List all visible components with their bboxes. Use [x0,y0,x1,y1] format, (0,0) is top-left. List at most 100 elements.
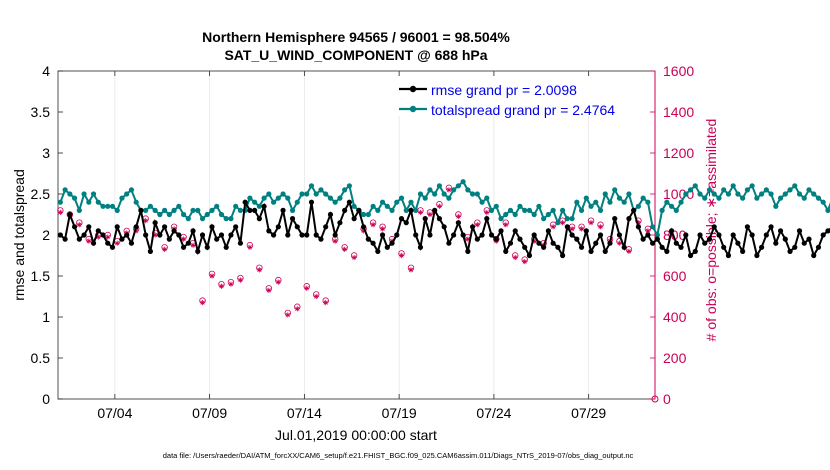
rmse-point [545,228,551,234]
totalspread-point [100,203,106,209]
totalspread-point [792,183,798,189]
obs-assimilated-point [256,267,262,273]
rmse-point [327,211,334,218]
totalspread-point [275,195,281,201]
totalspread-point [105,203,111,209]
y-left-tick-label: 0 [42,391,50,407]
totalspread-point [427,187,433,193]
totalspread-point [730,183,736,189]
y-left-tick-label: 1.5 [31,268,51,284]
y-left-tick-label: 2 [42,227,50,243]
rmse-point [90,240,97,246]
rmse-point [342,207,348,213]
totalspread-point [323,191,329,197]
totalspread-point [365,211,371,218]
rmse-point [664,248,670,254]
totalspread-point [522,207,528,213]
chart-title-line2: SAT_U_WIND_COMPONENT @ 688 hPa [224,47,487,63]
rmse-point [114,224,120,230]
rmse-point [105,240,111,246]
totalspread-point [782,191,788,197]
totalspread-point [90,191,97,197]
totalspread-line [59,180,830,238]
totalspread-point [569,216,575,222]
totalspread-point [237,207,244,213]
obs-assimilated-point [247,244,253,250]
rmse-point [308,199,315,205]
totalspread-point [171,207,177,213]
rmse-point [109,244,116,250]
totalspread-point [825,207,830,213]
totalspread-point [749,183,755,189]
rmse-point [541,244,547,250]
x-tick-label: 07/29 [571,405,606,421]
totalspread-point [304,191,310,197]
totalspread-point [422,195,428,201]
totalspread-point [806,187,812,193]
obs-assimilated-point [332,238,338,244]
obs-assimilated-point [199,300,206,306]
rmse-point [635,224,642,230]
obs-assimilated-point [105,234,111,240]
totalspread-point [432,191,438,197]
rmse-point [133,224,139,230]
totalspread-point [261,195,267,201]
totalspread-point [777,195,784,201]
rmse-point [408,207,414,213]
rmse-point [394,232,400,238]
totalspread-point [351,203,357,209]
rmse-point [555,244,561,250]
rmse-point [143,232,149,238]
totalspread-point [379,199,386,205]
y-axis-right-label: # of obs: o=possible; ∗=assimilated [703,119,719,342]
rmse-point [209,224,215,230]
rmse-point [157,232,163,238]
totalspread-point [612,187,618,193]
totalspread-point [361,211,367,218]
rmse-point [673,240,679,246]
totalspread-point [318,187,324,193]
totalspread-point [313,191,319,197]
rmse-point [678,244,684,250]
rmse-point [668,228,675,234]
totalspread-point [384,203,390,209]
totalspread-point [574,199,580,205]
rmse-point [422,216,428,222]
totalspread-point [143,207,149,213]
rmse-point [474,236,480,242]
rmse-point [147,248,153,254]
rmse-point [446,240,452,246]
totalspread-point [759,191,765,197]
totalspread-point [218,211,225,218]
totalspread-point [327,195,334,201]
rmse-point [583,228,589,234]
totalspread-point [484,195,490,201]
obs-assimilated-point [522,259,528,265]
totalspread-point [678,199,684,205]
y-left-tick-label: 1 [42,309,50,325]
x-tick-label: 07/19 [382,405,417,421]
totalspread-point [436,183,443,189]
totalspread-point [550,207,556,213]
rmse-point [782,236,788,242]
rmse-point [517,236,523,242]
totalspread-point [711,191,717,197]
totalspread-point [820,199,826,205]
totalspread-point [375,207,381,213]
totalspread-point [526,207,533,213]
y-left-tick-label: 3 [42,145,50,161]
totalspread-point [451,187,457,193]
rmse-point [631,207,637,213]
totalspread-point [119,195,125,201]
obs-assimilated-point [484,209,490,216]
totalspread-point [342,187,348,193]
totalspread-point [95,199,101,205]
rmse-point [801,240,807,246]
obs-assimilated-point [503,222,509,228]
totalspread-point [706,187,713,193]
rmse-point [204,244,210,250]
totalspread-point [81,191,87,197]
obs-assimilated-point [313,293,319,300]
totalspread-point [413,207,419,213]
totalspread-point [621,199,627,205]
